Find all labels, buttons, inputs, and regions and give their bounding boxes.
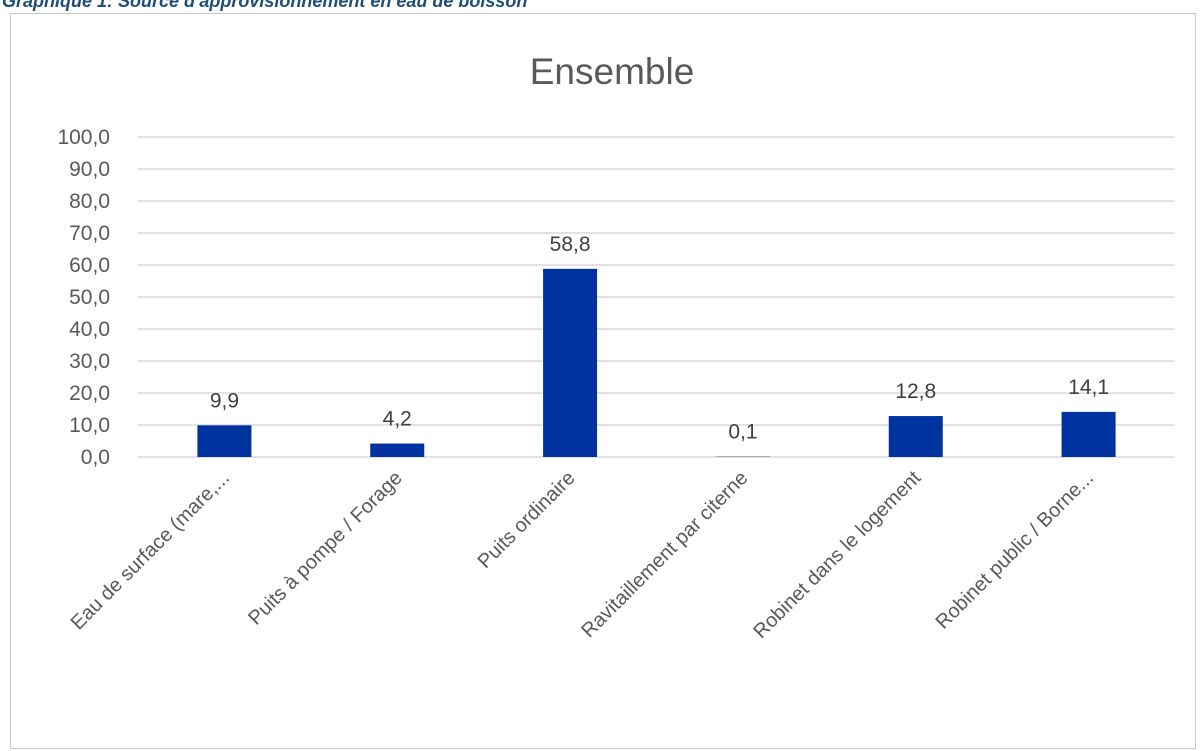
category-label: Robinet public / Borne... xyxy=(932,467,1099,634)
y-tick-label: 0,0 xyxy=(81,446,110,469)
y-tick-label: 60,0 xyxy=(69,254,110,277)
y-tick-label: 50,0 xyxy=(69,286,110,309)
data-label: 4,2 xyxy=(383,408,412,431)
y-axis-tick-labels: 0,0 10,0 20,0 30,0 40,0 50,0 60,0 70,0 80,0 90,0 1… xyxy=(57,126,110,469)
category-label: Puits à pompe / Forage xyxy=(244,467,407,630)
y-tick-label: 90,0 xyxy=(69,158,110,181)
y-tick-label: 70,0 xyxy=(69,222,110,245)
chart-frame xyxy=(10,13,1196,749)
data-label: 14,1 xyxy=(1068,376,1109,399)
category-label: Puits ordinaire xyxy=(474,467,580,573)
data-labels: 9,9 4,2 58,8 0,1 12,8 14,1 xyxy=(210,233,1109,444)
y-tick-label: 40,0 xyxy=(69,318,110,341)
y-tick-label: 80,0 xyxy=(69,190,110,213)
bar xyxy=(543,268,598,457)
bar xyxy=(888,416,943,457)
y-tick-label: 20,0 xyxy=(69,382,110,405)
data-label: 58,8 xyxy=(550,233,591,256)
y-tick-label: 100,0 xyxy=(57,126,110,149)
bar xyxy=(1061,411,1116,457)
category-label: Eau de surface (mare,... xyxy=(67,467,234,634)
y-tick-label: 10,0 xyxy=(69,414,110,437)
gridlines xyxy=(138,136,1175,458)
y-tick-label: 30,0 xyxy=(69,350,110,373)
data-label: 9,9 xyxy=(210,389,239,412)
figure-caption: Graphique 1: Source d'approvisionnement … xyxy=(2,0,528,11)
category-label: Ravitaillement par citerne xyxy=(577,467,752,642)
data-label: 12,8 xyxy=(895,380,936,403)
data-label: 0,1 xyxy=(728,421,757,444)
category-label: Robinet dans le logement xyxy=(749,467,925,643)
bar xyxy=(370,443,425,457)
category-labels: Eau de surface (mare,... Puits à pompe / … xyxy=(67,467,1098,643)
chart-title: Ensemble xyxy=(530,51,695,92)
bars xyxy=(197,268,1116,457)
bar xyxy=(197,425,252,457)
